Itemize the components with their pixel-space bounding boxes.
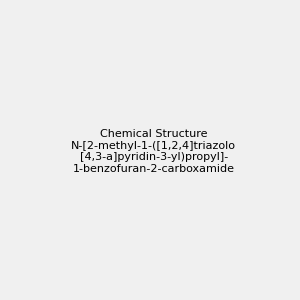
Text: Chemical Structure
N-[2-methyl-1-([1,2,4]triazolo
[4,3-a]pyridin-3-yl)propyl]-
1: Chemical Structure N-[2-methyl-1-([1,2,4… — [71, 129, 236, 174]
